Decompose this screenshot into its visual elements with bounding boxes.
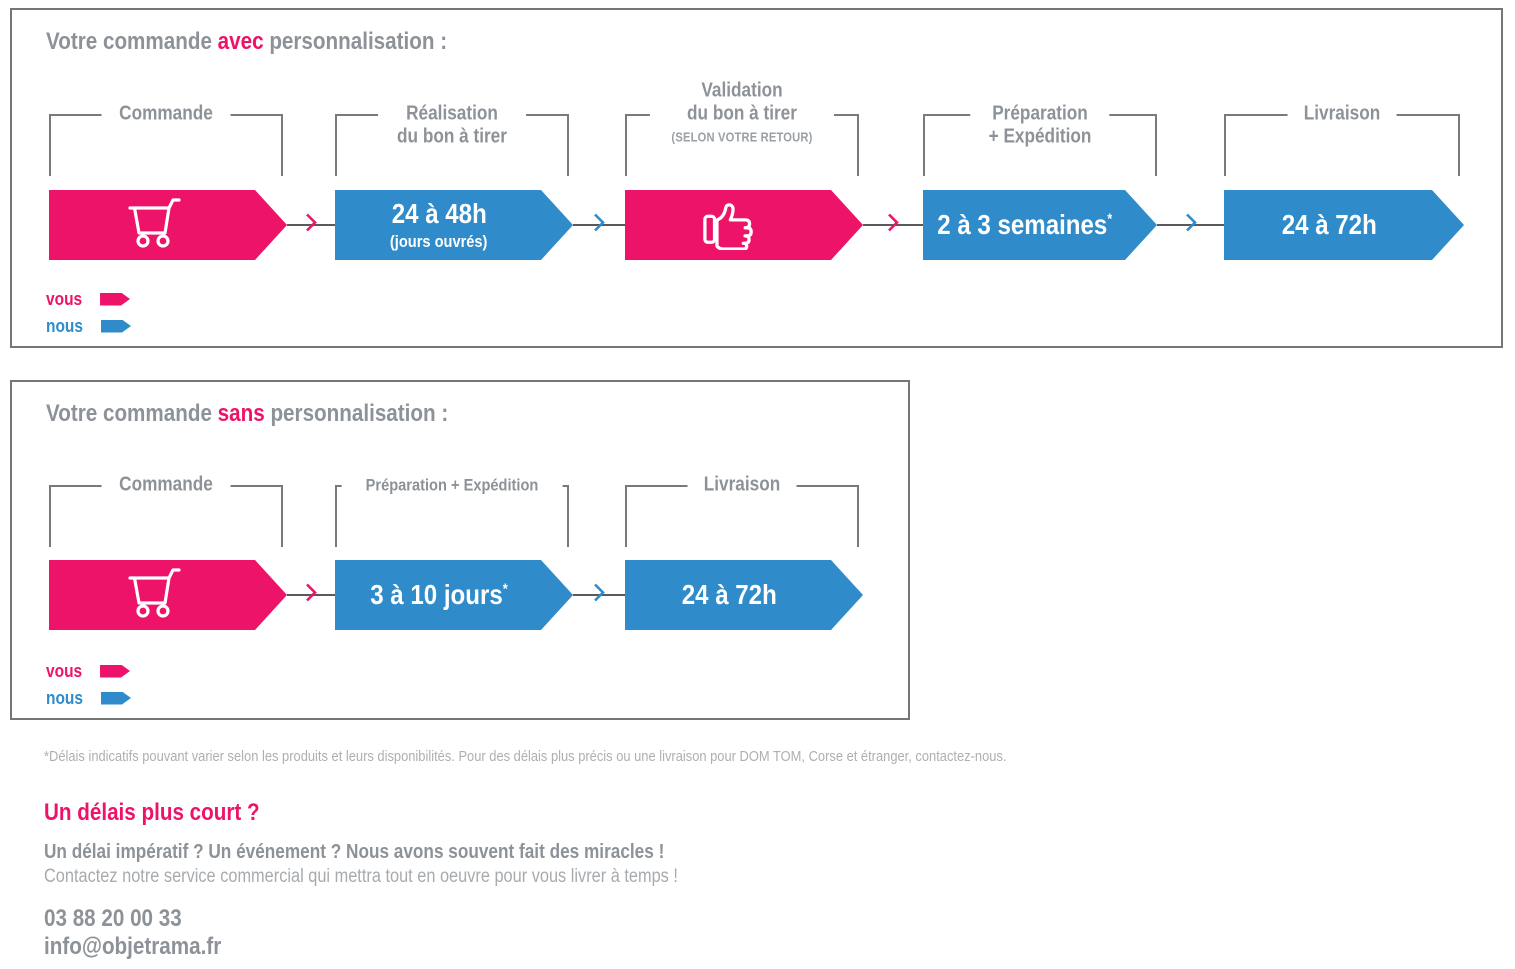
arrow-swatch-blue — [101, 319, 131, 333]
step-duration: 2 à 3 semaines — [937, 209, 1108, 240]
section-without-title: Votre commande sans personnalisation : — [46, 400, 514, 428]
delays-footnote: *Délais indicatifs pouvant varier selon … — [44, 748, 1007, 765]
shorter-delay-bold-line: Un délai impératif ? Un événement ? Nous… — [44, 841, 665, 863]
step-label: Commande — [101, 102, 231, 126]
legend-vous-label: vous — [46, 661, 83, 681]
legend-nous-label: nous — [46, 316, 83, 336]
contact-phone: 03 88 20 00 33 — [44, 905, 182, 932]
title-suffix: personnalisation : — [269, 28, 448, 55]
step-label: Commande — [101, 473, 231, 497]
step-connector — [573, 213, 625, 232]
step-connector — [287, 213, 335, 232]
legend-vous: vous — [46, 661, 131, 681]
step-bracket-preparation: Préparation + Expédition — [923, 102, 1157, 176]
step-label: Préparation + Expédition — [341, 473, 563, 497]
chevron-right-icon — [305, 213, 317, 238]
title-prefix: Votre commande — [46, 400, 212, 427]
chevron-right-icon — [593, 213, 605, 238]
step-label: Réalisation du bon à tirer — [378, 102, 526, 149]
shorter-delay-heading: Un délais plus court ? — [44, 799, 260, 826]
arrow-swatch-pink — [100, 664, 131, 678]
thumbs-up-icon — [701, 196, 757, 255]
chevron-right-icon — [305, 583, 317, 608]
title-suffix: personnalisation : — [270, 400, 449, 427]
title-prefix: Votre commande — [46, 28, 212, 55]
step-arrow-commande — [49, 560, 287, 630]
step-arrow-validation — [625, 190, 863, 260]
step-arrow-livraison: 24 à 72h — [625, 560, 863, 630]
section-with-title: Votre commande avec personnalisation : — [46, 28, 512, 56]
step-bracket-validation: Validation du bon à tirer (SELON VOTRE R… — [625, 79, 859, 176]
step-connector — [287, 583, 335, 602]
legend-vous: vous — [46, 289, 131, 309]
step-bracket-commande: Commande — [49, 102, 283, 176]
step-label: Préparation + Expédition — [970, 102, 1110, 149]
step-connector — [1157, 213, 1224, 232]
title-highlight: sans — [217, 400, 265, 427]
step-label: Livraison — [687, 473, 797, 497]
step-duration: 24 à 72h — [681, 579, 777, 610]
title-highlight: avec — [217, 28, 264, 55]
chevron-right-icon — [593, 583, 605, 608]
step-connector — [863, 213, 923, 232]
step-duration: 3 à 10 jours — [370, 579, 503, 610]
legend-nous: nous — [46, 689, 131, 707]
shorter-delay-regular-line: Contactez notre service commercial qui m… — [44, 866, 678, 887]
step-bracket-preparation: Préparation + Expédition — [335, 473, 569, 547]
section-with-personalization: Votre commande avec personnalisation : C… — [10, 8, 1503, 348]
cart-icon — [122, 565, 184, 626]
step-bracket-livraison: Livraison — [625, 473, 859, 547]
step-duration: 24 à 48h — [391, 198, 487, 229]
asterisk: * — [1107, 210, 1113, 228]
contact-email: info@objetrama.fr — [44, 933, 222, 960]
step-arrow-preparation: 3 à 10 jours* — [335, 560, 573, 630]
step-label: Validation du bon à tirer (SELON VOTRE R… — [649, 79, 835, 149]
cart-icon — [122, 195, 184, 256]
chevron-right-icon — [1185, 213, 1197, 238]
step-arrow-commande — [49, 190, 287, 260]
section-without-personalization: Votre commande sans personnalisation : C… — [10, 380, 910, 720]
step-arrow-realisation: 24 à 48h (jours ouvrés) — [335, 190, 573, 260]
arrow-swatch-pink — [100, 292, 131, 306]
asterisk: * — [502, 580, 508, 598]
step-duration-note: (jours ouvrés) — [390, 232, 488, 251]
step-connector — [573, 583, 625, 602]
arrow-swatch-blue — [101, 691, 131, 705]
step-bracket-livraison: Livraison — [1224, 102, 1460, 176]
step-bracket-realisation: Réalisation du bon à tirer — [335, 102, 569, 176]
chevron-right-icon — [887, 213, 899, 238]
step-bracket-commande: Commande — [49, 473, 283, 547]
step-arrow-preparation: 2 à 3 semaines* — [923, 190, 1157, 260]
legend-nous: nous — [46, 317, 131, 335]
legend-vous-label: vous — [46, 289, 83, 309]
step-arrow-livraison: 24 à 72h — [1224, 190, 1464, 260]
step-duration: 24 à 72h — [1281, 209, 1377, 240]
legend-nous-label: nous — [46, 688, 83, 708]
step-label: Livraison — [1287, 102, 1397, 126]
